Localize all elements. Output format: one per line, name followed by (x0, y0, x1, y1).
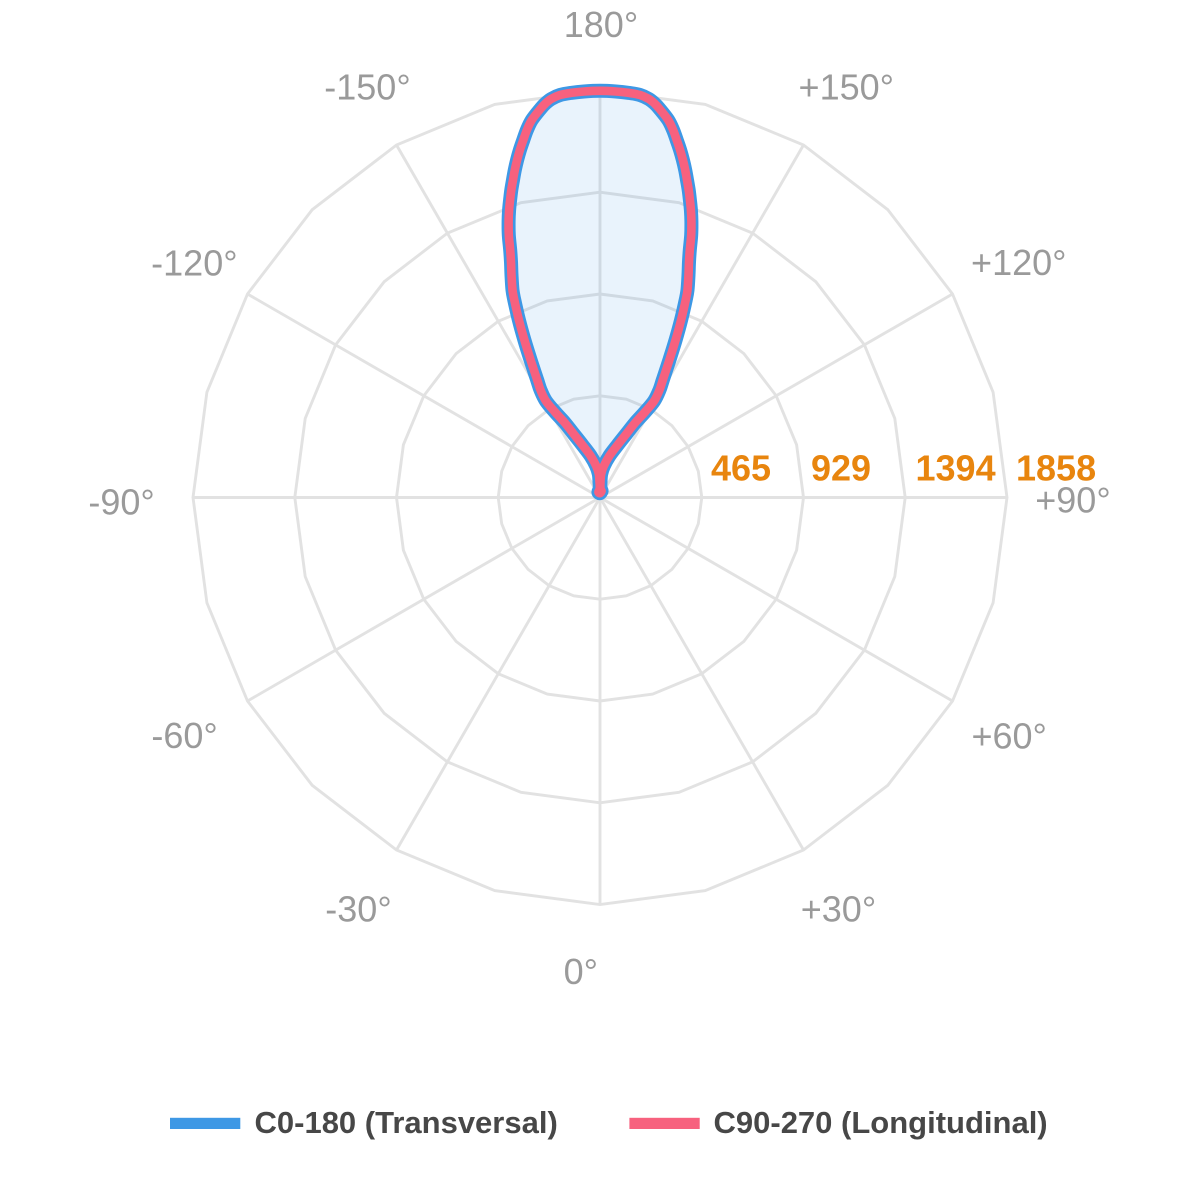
svg-text:465: 465 (711, 448, 771, 489)
svg-text:+150°: +150° (799, 67, 894, 108)
svg-text:-30°: -30° (325, 889, 391, 930)
svg-text:0°: 0° (564, 951, 598, 992)
svg-text:1858: 1858 (1016, 448, 1096, 489)
svg-text:929: 929 (811, 448, 871, 489)
svg-text:C90-270 (Longitudinal): C90-270 (Longitudinal) (714, 1105, 1048, 1140)
svg-text:+60°: +60° (971, 716, 1046, 757)
svg-text:+120°: +120° (971, 242, 1066, 283)
svg-text:-120°: -120° (151, 243, 237, 284)
svg-text:-90°: -90° (88, 481, 154, 522)
svg-text:+90°: +90° (1035, 480, 1110, 521)
svg-text:180°: 180° (564, 4, 638, 45)
svg-text:-150°: -150° (324, 67, 410, 108)
svg-text:1394: 1394 (916, 448, 996, 489)
svg-text:C0-180 (Transversal): C0-180 (Transversal) (255, 1105, 558, 1140)
svg-text:-60°: -60° (151, 715, 217, 756)
svg-text:+30°: +30° (801, 889, 876, 930)
